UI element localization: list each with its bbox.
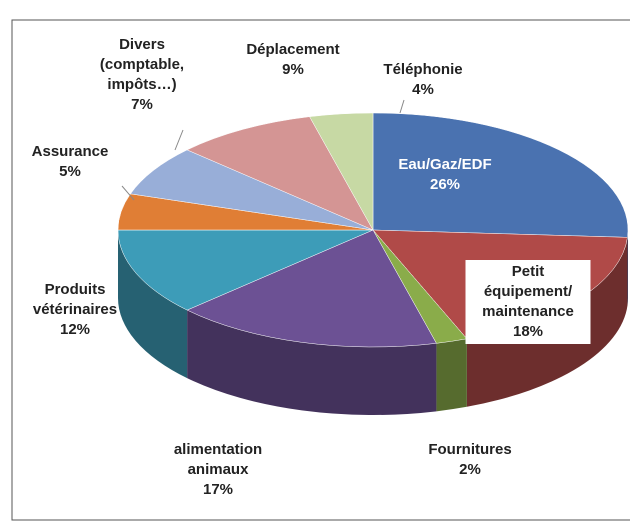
category-label: Téléphonie xyxy=(383,61,463,78)
category-label: Assurance xyxy=(31,143,109,160)
category-label: Fournitures xyxy=(428,441,512,458)
slice-label: Divers (comptable, impôts…) 7% xyxy=(82,35,202,115)
slice xyxy=(130,149,374,231)
chart-border xyxy=(11,19,630,521)
category-label: Petit équipement/ maintenance xyxy=(482,263,574,320)
value-label: 2% xyxy=(459,461,481,478)
slice-label: Assurance 5% xyxy=(20,142,120,182)
value-label: 9% xyxy=(282,61,304,78)
slice xyxy=(372,112,629,238)
slice xyxy=(309,112,374,231)
slice-label: alimentation animaux 17% xyxy=(153,440,283,500)
leader-line xyxy=(174,129,184,151)
value-label: 18% xyxy=(512,323,544,340)
slice-label: Produits vétérinaires 12% xyxy=(15,280,135,340)
leader-line xyxy=(121,185,135,201)
slice-side xyxy=(436,338,467,412)
category-label: Divers (comptable, impôts…) xyxy=(99,36,185,93)
slice-label: Petit équipement/ maintenance 18% xyxy=(465,260,591,344)
slice-label: Eau/Gaz/EDF 26% xyxy=(380,155,510,195)
value-label: 12% xyxy=(59,321,91,338)
slice xyxy=(117,229,374,311)
category-label: alimentation animaux xyxy=(173,441,263,478)
value-label: 7% xyxy=(131,96,153,113)
slice xyxy=(186,116,374,231)
category-label: Eau/Gaz/EDF xyxy=(398,156,492,173)
slice-side xyxy=(118,230,188,379)
value-label: 4% xyxy=(412,81,434,98)
leader-lines xyxy=(121,99,405,201)
slice-label: Téléphonie 4% xyxy=(368,60,478,100)
leader-line xyxy=(399,99,405,114)
value-label: 5% xyxy=(59,163,81,180)
value-label: 26% xyxy=(429,176,461,193)
category-label: Déplacement xyxy=(246,41,340,58)
slice xyxy=(186,229,437,348)
slice-label: Déplacement 9% xyxy=(243,40,343,80)
value-label: 17% xyxy=(202,481,234,498)
category-label: Produits vétérinaires xyxy=(32,281,118,318)
slice-label: Fournitures 2% xyxy=(405,440,535,480)
slice-side xyxy=(627,230,628,306)
slice-side xyxy=(187,310,437,415)
